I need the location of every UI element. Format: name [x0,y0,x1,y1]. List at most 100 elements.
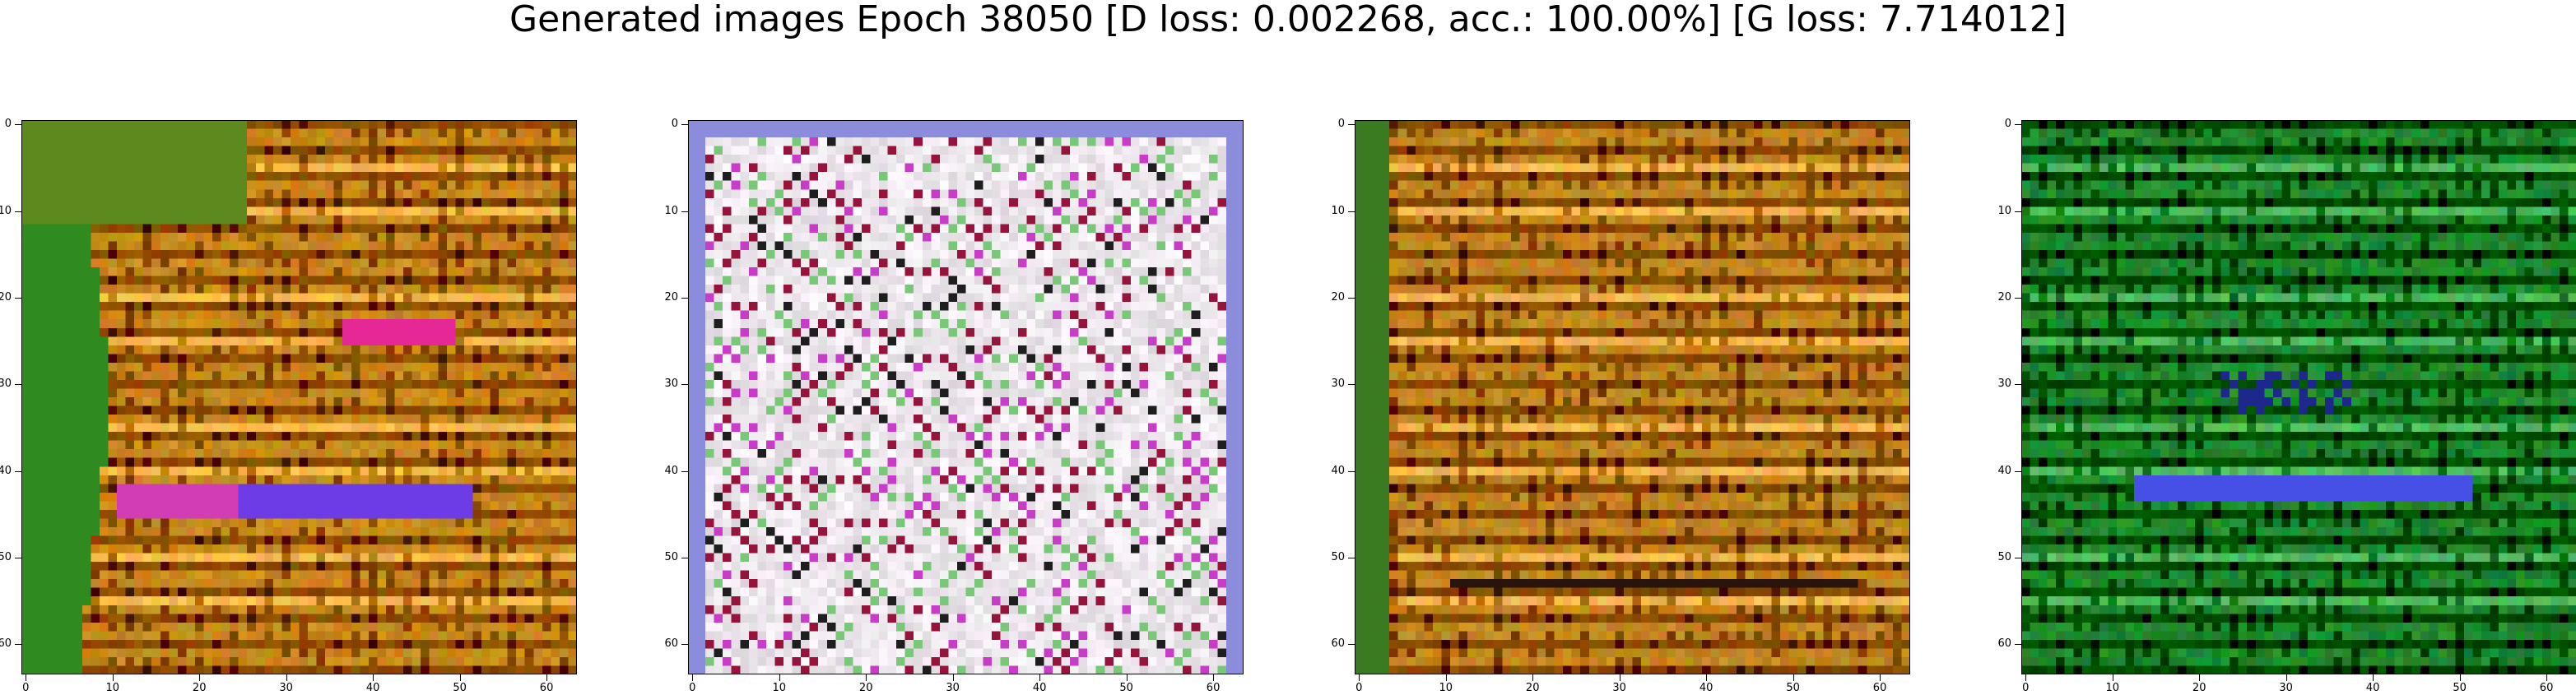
x-tick-mark [2199,674,2201,681]
x-tick-mark [952,674,954,681]
y-tick-label: 30 [0,378,12,391]
x-tick-mark [2373,674,2374,681]
x-tick-label: 40 [365,682,380,694]
y-tick-label: 50 [1331,550,1345,563]
generated-image-2 [688,120,1244,674]
y-tick-label: 30 [664,378,678,391]
x-tick-label: 60 [1872,682,1887,694]
x-tick-mark [112,674,114,681]
x-tick-label: 0 [1355,682,1363,694]
x-tick-mark [546,674,548,681]
y-tick-mark [15,124,21,126]
x-tick-label: 50 [453,682,467,694]
y-tick-mark [2015,297,2021,299]
figure-title: Generated images Epoch 38050 [D loss: 0.… [509,0,2067,40]
y-tick-label: 60 [1997,637,2011,651]
x-tick-label: 0 [2022,682,2030,694]
y-tick-mark [15,384,21,386]
x-tick-mark [1039,674,1041,681]
x-tick-label: 10 [1439,682,1453,694]
x-tick-mark [1213,674,1215,681]
y-tick-mark [15,211,21,212]
y-tick-mark [681,297,688,299]
x-tick-mark [459,674,461,681]
x-tick-mark [286,674,287,681]
x-tick-mark [1880,674,1881,681]
y-tick-label: 50 [1997,550,2011,563]
x-tick-mark [866,674,867,681]
generated-image-4 [2021,120,2576,674]
y-tick-mark [1348,124,1355,126]
x-tick-label: 20 [2192,682,2206,694]
y-tick-label: 20 [0,290,12,303]
x-tick-label: 0 [22,682,30,694]
x-tick-mark [779,674,780,681]
y-tick-label: 10 [664,204,678,217]
x-tick-label: 60 [539,682,554,694]
generated-image-panel-3: 0 10 20 30 40 50 60 0 10 20 30 40 50 60 [1331,118,1910,694]
y-tick-mark [681,470,688,472]
y-tick-mark [681,124,688,126]
x-tick-mark [1532,674,1534,681]
x-tick-mark [373,674,374,681]
generated-image-panel-4: 0 10 20 30 40 50 60 0 10 20 30 40 50 60 [1997,118,2576,694]
y-tick-label: 0 [1337,118,1345,131]
x-tick-mark [2025,674,2027,681]
x-tick-label: 20 [1525,682,1540,694]
x-tick-mark [1793,674,1794,681]
y-tick-label: 10 [1997,204,2011,217]
generated-image-panel-2: 0 10 20 30 40 50 60 0 10 20 30 40 50 60 [664,118,1244,694]
y-tick-mark [1348,644,1355,646]
x-tick-mark [2546,674,2548,681]
x-tick-label: 20 [192,682,207,694]
x-tick-label: 60 [1206,682,1221,694]
y-tick-label: 10 [1331,204,1345,217]
y-tick-label: 50 [664,550,678,563]
y-tick-label: 40 [1331,464,1345,477]
y-tick-label: 40 [664,464,678,477]
y-tick-label: 30 [1997,378,2011,391]
y-tick-label: 10 [0,204,12,217]
y-tick-label: 0 [2004,118,2011,131]
x-tick-label: 20 [858,682,873,694]
y-tick-mark [681,211,688,212]
y-tick-mark [1348,470,1355,472]
x-tick-mark [1359,674,1360,681]
y-tick-label: 50 [0,550,12,563]
x-tick-label: 40 [1032,682,1047,694]
y-tick-label: 0 [671,118,678,131]
generated-image-1 [21,120,577,674]
y-tick-mark [2015,644,2021,646]
x-tick-label: 0 [689,682,696,694]
y-tick-mark [1348,384,1355,386]
y-tick-label: 0 [4,118,12,131]
y-tick-label: 40 [1997,464,2011,477]
x-tick-label: 30 [2279,682,2293,694]
y-tick-mark [15,644,21,646]
y-tick-mark [681,384,688,386]
y-tick-mark [681,644,688,646]
x-tick-label: 50 [1786,682,1800,694]
y-tick-mark [1348,297,1355,299]
y-tick-mark [1348,211,1355,212]
x-tick-mark [1445,674,1447,681]
x-tick-mark [2285,674,2287,681]
x-tick-label: 10 [105,682,120,694]
x-tick-label: 60 [2539,682,2554,694]
y-tick-mark [2015,470,2021,472]
x-tick-label: 50 [1119,682,1133,694]
y-tick-mark [15,297,21,299]
y-tick-mark [2015,384,2021,386]
y-tick-mark [15,470,21,472]
y-tick-label: 20 [664,290,678,303]
x-tick-mark [1706,674,1708,681]
x-tick-mark [2459,674,2461,681]
x-tick-mark [1126,674,1128,681]
x-tick-label: 10 [2105,682,2120,694]
y-tick-label: 20 [1997,290,2011,303]
y-tick-mark [2015,211,2021,212]
x-tick-label: 40 [1699,682,1713,694]
y-tick-label: 60 [0,637,12,651]
generated-image-3 [1355,120,1910,674]
x-tick-label: 50 [2453,682,2467,694]
